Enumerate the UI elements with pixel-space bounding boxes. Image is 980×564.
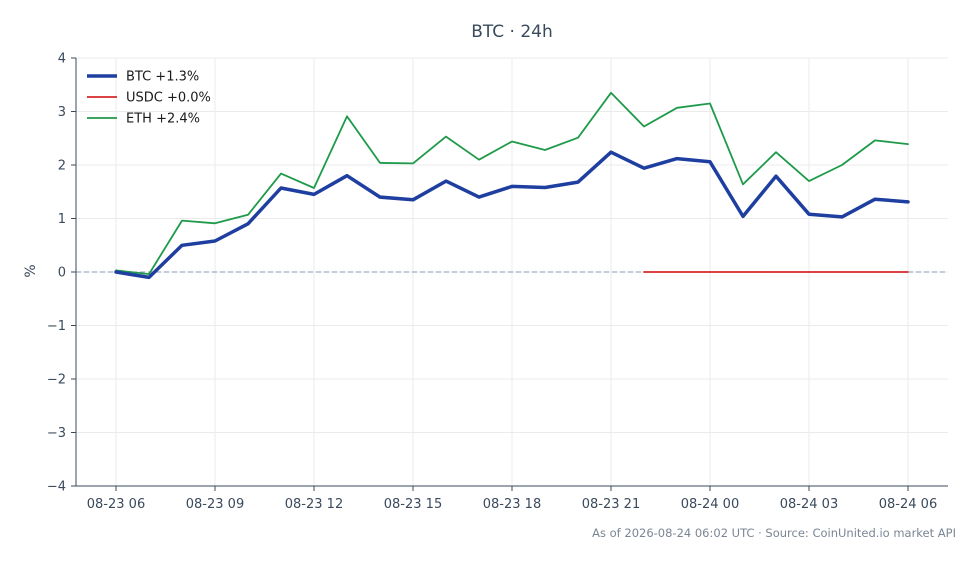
x-tick-label: 08-23 12 <box>285 497 343 512</box>
series-line-btc <box>114 150 910 280</box>
y-tick-label: −1 <box>47 319 66 334</box>
x-tick-label: 08-23 18 <box>483 497 541 512</box>
y-tick-label: −3 <box>47 426 66 441</box>
y-tick-label: 4 <box>58 52 66 67</box>
legend-label: USDC +0.0% <box>126 91 211 106</box>
axes <box>71 57 948 491</box>
x-tick-labels: 08-23 06 08-23 09 08-23 12 08-23 15 08-23 18… <box>87 497 937 512</box>
y-tick-label: 0 <box>58 266 66 281</box>
legend-label: BTC +1.3% <box>126 70 199 85</box>
y-tick-labels: 4 3 2 1 0 −1 −2 −3 −4 <box>47 52 66 495</box>
y-tick-label: 2 <box>58 159 66 174</box>
y-tick-label: −4 <box>47 480 66 495</box>
y-tick-label: −2 <box>47 373 66 388</box>
y-axis-label: % <box>23 264 39 277</box>
x-tick-label: 08-23 06 <box>87 497 145 512</box>
y-tick-label: 1 <box>58 212 66 227</box>
x-tick-label: 08-24 00 <box>681 497 739 512</box>
x-tick-label: 08-23 09 <box>186 497 244 512</box>
legend-label: ETH +2.4% <box>126 112 200 127</box>
x-tick-label: 08-24 03 <box>780 497 838 512</box>
source-footnote: As of 2026-08-24 06:02 UTC · Source: Coi… <box>592 526 956 540</box>
series-lines <box>114 91 910 280</box>
chart-title: BTC · 24h <box>471 22 553 42</box>
x-tick-label: 08-24 06 <box>879 497 937 512</box>
y-tick-label: 3 <box>58 105 66 120</box>
x-tick-label: 08-23 21 <box>582 497 640 512</box>
legend: BTC +1.3% USDC +0.0% ETH +2.4% <box>87 70 211 127</box>
series-line-eth <box>115 91 909 276</box>
x-tick-label: 08-23 15 <box>384 497 442 512</box>
